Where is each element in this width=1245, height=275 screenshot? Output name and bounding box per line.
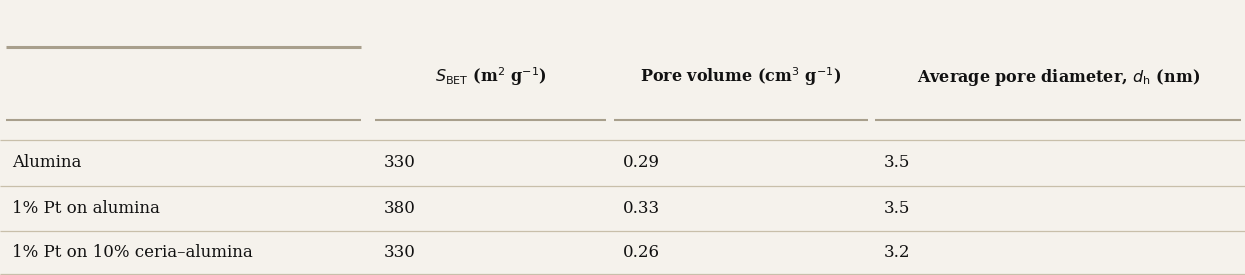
Text: 1% Pt on 10% ceria–alumina: 1% Pt on 10% ceria–alumina — [12, 244, 253, 261]
Text: 1% Pt on alumina: 1% Pt on alumina — [12, 200, 161, 217]
Text: 3.2: 3.2 — [884, 244, 910, 261]
Text: 380: 380 — [383, 200, 416, 217]
Text: $S_{\mathrm{BET}}$ (m$^2$ g$^{-1}$): $S_{\mathrm{BET}}$ (m$^2$ g$^{-1}$) — [435, 66, 547, 88]
Text: Alumina: Alumina — [12, 155, 82, 171]
Text: 3.5: 3.5 — [884, 155, 910, 171]
Text: 3.5: 3.5 — [884, 200, 910, 217]
Text: 0.26: 0.26 — [622, 244, 660, 261]
Text: Average pore diameter, $d_{\mathrm{h}}$ (nm): Average pore diameter, $d_{\mathrm{h}}$ … — [916, 67, 1200, 87]
Text: 330: 330 — [383, 244, 416, 261]
Text: 0.33: 0.33 — [622, 200, 660, 217]
Text: 330: 330 — [383, 155, 416, 171]
Text: 0.29: 0.29 — [622, 155, 660, 171]
Text: Pore volume (cm$^3$ g$^{-1}$): Pore volume (cm$^3$ g$^{-1}$) — [640, 66, 842, 88]
